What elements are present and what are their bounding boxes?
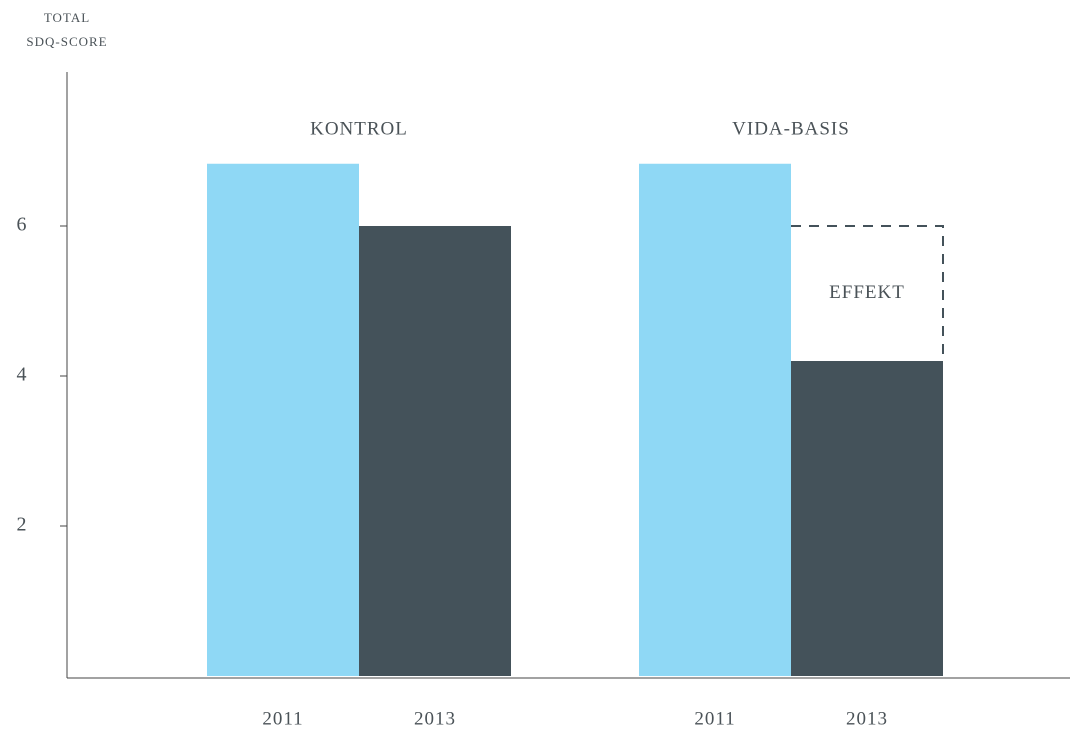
y-axis-label: SDQ-SCORE xyxy=(26,34,107,49)
bar xyxy=(207,163,359,676)
annotation: EFFEKT xyxy=(829,282,905,303)
x-tick-label: 2013 xyxy=(846,708,888,729)
y-tick-label: 4 xyxy=(17,364,28,386)
x-tick-label: 2011 xyxy=(694,708,735,729)
y-axis-label: TOTAL xyxy=(44,10,90,25)
x-tick-label: 2013 xyxy=(414,708,456,729)
y-tick-label: 2 xyxy=(17,514,28,536)
group-label: KONTROL xyxy=(310,118,408,139)
effect-outline xyxy=(791,225,944,361)
group-label: VIDA-BASIS xyxy=(732,118,850,139)
y-tick-label: 6 xyxy=(17,214,28,236)
bar xyxy=(639,163,791,676)
bar xyxy=(359,226,511,676)
bar xyxy=(791,361,943,676)
x-tick-label: 2011 xyxy=(262,708,303,729)
